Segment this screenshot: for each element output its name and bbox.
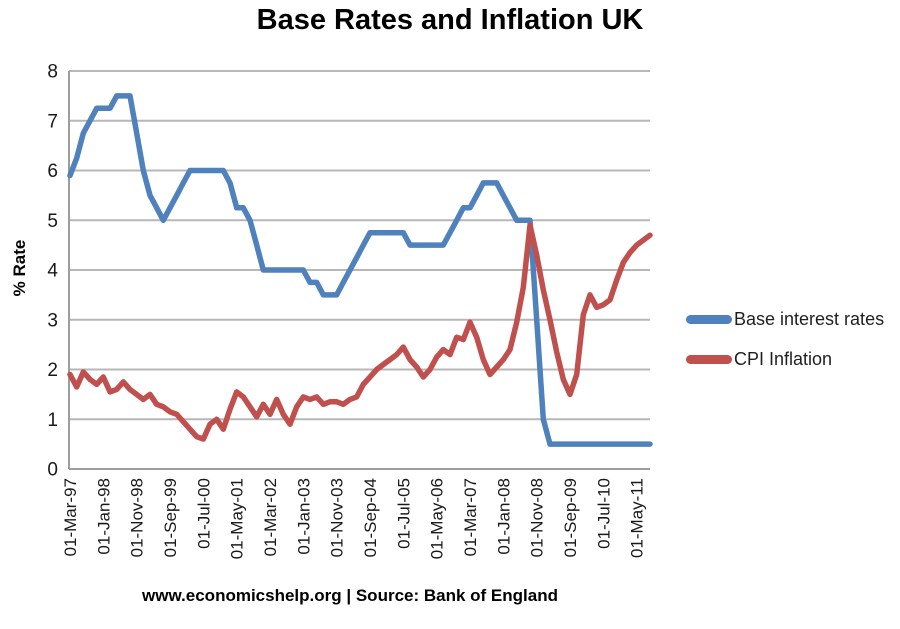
y-tick-label: 4 xyxy=(47,261,58,282)
y-tick-label: 6 xyxy=(47,161,58,182)
legend-label-cpi-inflation: CPI Inflation xyxy=(734,348,833,369)
chart-title: Base Rates and Inflation UK xyxy=(256,4,644,36)
legend-swatch-cpi-inflation-icon xyxy=(686,354,732,364)
legend-swatch-base-interest-rates-icon xyxy=(686,314,732,324)
x-tick-label: 01-Nov-98 xyxy=(128,478,147,557)
x-tick-label: 01-Nov-03 xyxy=(328,478,347,557)
legend-label-base-interest-rates: Base interest rates xyxy=(734,308,885,329)
legend-item-cpi-inflation: CPI Inflation xyxy=(686,349,832,369)
y-tick-label: 0 xyxy=(47,460,58,481)
x-tick-label: 01-Mar-97 xyxy=(61,478,80,556)
y-tick-label: 5 xyxy=(47,211,58,232)
y-tick-label: 2 xyxy=(47,360,58,381)
source-attribution: www.economicshelp.org | Source: Bank of … xyxy=(142,586,558,605)
y-tick-label: 1 xyxy=(47,410,58,431)
x-tick-label: 01-Mar-07 xyxy=(461,478,480,556)
series-line-cpi-inflation xyxy=(67,222,653,442)
x-tick-label: 01-Nov-08 xyxy=(528,478,547,557)
x-tick-label: 01-Jul-05 xyxy=(394,478,413,549)
x-tick-label: 01-May-01 xyxy=(228,478,247,559)
x-tick-label: 01-May-11 xyxy=(628,478,647,558)
x-tick-label: 01-May-06 xyxy=(428,478,447,559)
y-tick-label: 7 xyxy=(47,111,58,132)
y-tick-label: 3 xyxy=(47,310,58,331)
y-tick-label: 8 xyxy=(47,62,58,83)
x-tick-label: 01-Sep-99 xyxy=(161,478,180,557)
series-line-base-interest-rates xyxy=(67,93,653,447)
x-tick-label: 01-Sep-04 xyxy=(361,478,380,557)
x-tick-label: 01-Jul-00 xyxy=(194,478,213,549)
legend-item-base-interest-rates: Base interest rates xyxy=(686,309,884,329)
x-tick-label: 01-Mar-02 xyxy=(261,478,280,556)
x-tick-label: 01-Jul-10 xyxy=(594,478,613,549)
x-tick-label: 01-Jan-08 xyxy=(494,478,513,555)
x-tick-label: 01-Jan-03 xyxy=(294,478,313,555)
x-tick-label: 01-Jan-98 xyxy=(94,478,113,555)
x-tick-label: 01-Sep-09 xyxy=(561,478,580,557)
